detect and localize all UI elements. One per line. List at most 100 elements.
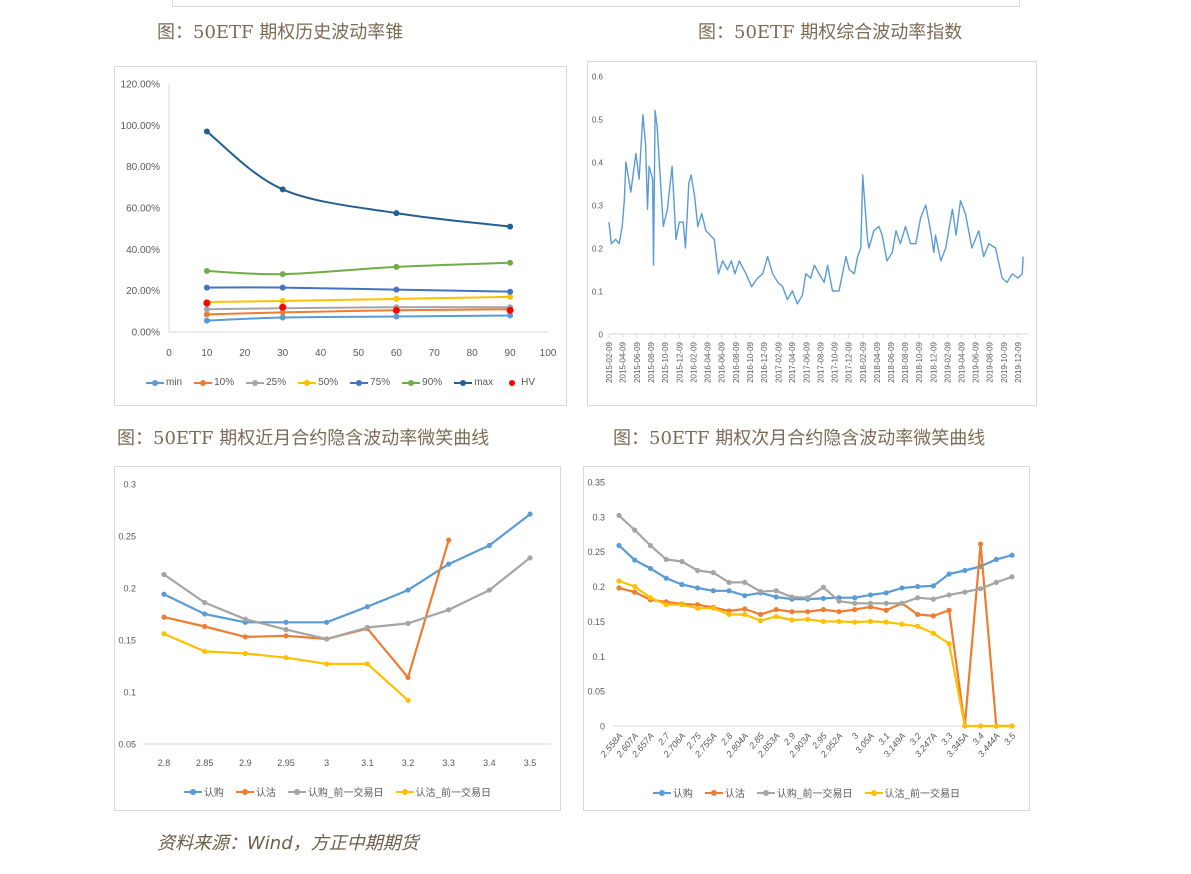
y-tick-label: 0.1 bbox=[592, 652, 605, 662]
y-tick-label: 100.00% bbox=[121, 121, 161, 132]
data-point-认购 bbox=[930, 583, 936, 589]
x-tick-label: 2019-08-09 bbox=[986, 341, 995, 382]
data-point-认沽 bbox=[616, 585, 622, 591]
legend-label: 认沽_前一交易日 bbox=[415, 788, 492, 799]
data-point-认沽_前一交易日 bbox=[852, 619, 858, 625]
data-point-认沽 bbox=[446, 537, 452, 543]
data-point-认购 bbox=[883, 590, 889, 596]
data-point-75% bbox=[279, 284, 286, 291]
series-line-认购 bbox=[163, 513, 531, 624]
data-point-认沽 bbox=[161, 614, 167, 620]
y-tick-label: 0.05 bbox=[587, 687, 605, 697]
x-tick-label: 2015-06-09 bbox=[633, 341, 642, 382]
legend-swatch bbox=[145, 379, 164, 386]
next-month-smile-legend: 认购 认沽 认购_前一交易日 认沽_前一交易日 bbox=[584, 785, 1029, 800]
data-point-认沽_前一交易日 bbox=[1009, 723, 1015, 729]
data-point-认沽 bbox=[405, 674, 411, 681]
x-tick-label: 90 bbox=[505, 348, 517, 359]
data-point-认沽_前一交易日 bbox=[773, 613, 779, 620]
data-point-75% bbox=[507, 288, 514, 295]
y-tick-label: 0.2 bbox=[592, 245, 604, 254]
data-point-认购_前一交易日 bbox=[405, 620, 411, 626]
x-tick-label: 0 bbox=[166, 348, 172, 359]
hv-cone-chart: 0.00% 20.00% 40.00% 60.00% 80.00% 100.00% 120.… bbox=[114, 66, 567, 406]
data-point-认购 bbox=[632, 557, 638, 563]
previous-figure-frame bbox=[172, 0, 1020, 7]
data-point-认购 bbox=[726, 588, 732, 594]
data-point-认购 bbox=[405, 587, 411, 593]
data-point-认购 bbox=[283, 619, 289, 625]
x-tick-label: 2017-08-09 bbox=[816, 341, 825, 382]
y-tick-label: 0.00% bbox=[132, 328, 160, 339]
y-tick-label: 0.5 bbox=[592, 116, 604, 125]
data-point-50% bbox=[279, 298, 286, 304]
data-point-认沽_前一交易日 bbox=[679, 602, 685, 608]
legend-label: 认沽 bbox=[724, 789, 745, 800]
data-point-认购_前一交易日 bbox=[820, 584, 826, 590]
data-point-认购 bbox=[202, 611, 208, 617]
data-point-认沽_前一交易日 bbox=[161, 631, 167, 637]
y-tick-label: 0.35 bbox=[587, 478, 605, 488]
x-tick-label: 2.85 bbox=[196, 758, 214, 768]
data-point-认购_前一交易日 bbox=[726, 579, 732, 585]
series-line-认沽_前一交易日 bbox=[163, 632, 409, 702]
series-line-认沽_前一交易日 bbox=[618, 579, 1012, 728]
data-point-认沽 bbox=[742, 606, 748, 612]
next-month-smile-plot: 00.050.10.150.20.250.30.352.558A2.607A2.… bbox=[587, 478, 1018, 760]
data-point-认沽_前一交易日 bbox=[946, 641, 952, 647]
series-line-max bbox=[206, 130, 511, 228]
legend-label: 10% bbox=[214, 377, 235, 388]
data-point-认购_前一交易日 bbox=[915, 595, 921, 601]
data-point-认购_前一交易日 bbox=[324, 636, 330, 642]
caption-near-month-smile: 图：50ETF 期权近月合约隐含波动率微笑曲线 bbox=[117, 428, 490, 449]
data-point-认沽_前一交易日 bbox=[742, 611, 748, 618]
data-point-max bbox=[203, 128, 210, 135]
data-point-认购 bbox=[962, 567, 968, 574]
y-tick-label: 0 bbox=[599, 331, 604, 340]
x-tick-label: 3.3 bbox=[442, 758, 455, 768]
data-point-认沽 bbox=[632, 589, 638, 595]
x-tick-label: 3 bbox=[324, 758, 329, 768]
data-point-认购 bbox=[647, 565, 654, 572]
legend-item: 认沽_前一交易日 bbox=[864, 785, 960, 800]
legend-label: 25% bbox=[266, 377, 287, 388]
x-tick-label: 2017-04-09 bbox=[788, 341, 797, 382]
x-tick-label: 2018-02-09 bbox=[859, 341, 868, 382]
data-point-认购_前一交易日 bbox=[805, 595, 811, 601]
data-point-认沽 bbox=[852, 606, 858, 613]
data-point-90% bbox=[393, 263, 400, 270]
data-point-认沽 bbox=[773, 606, 779, 613]
legend-swatch bbox=[395, 788, 414, 795]
legend-swatch bbox=[402, 379, 421, 386]
data-point-50% bbox=[393, 295, 400, 302]
data-point-认购_前一交易日 bbox=[283, 627, 289, 633]
y-tick-label: 0.3 bbox=[592, 202, 604, 211]
data-point-认沽 bbox=[915, 611, 921, 618]
data-point-HV bbox=[506, 306, 514, 314]
x-tick-label: 2018-10-09 bbox=[915, 341, 924, 382]
legend-label: 90% bbox=[422, 377, 443, 388]
data-point-认沽_前一交易日 bbox=[202, 648, 208, 655]
data-point-认沽_前一交易日 bbox=[993, 723, 999, 729]
x-tick-label: 2018-08-09 bbox=[901, 341, 910, 382]
next-month-smile-chart: 0 0.05 0.1 0.15 0.2 0.25 0.3 0.35 2.558A 2.607A 2.… bbox=[583, 466, 1030, 811]
legend-label: 认购_前一交易日 bbox=[307, 788, 384, 799]
legend-item: max bbox=[454, 377, 493, 388]
legend-label: 认购 bbox=[672, 789, 693, 800]
x-tick-label: 3.4 bbox=[483, 758, 496, 768]
y-tick-label: 0.3 bbox=[592, 512, 605, 522]
x-tick-label: 100 bbox=[540, 348, 557, 359]
data-point-认购 bbox=[663, 575, 669, 581]
legend-swatch bbox=[287, 788, 306, 795]
data-point-认购 bbox=[527, 511, 533, 517]
data-point-认沽_前一交易日 bbox=[930, 630, 936, 636]
legend-swatch bbox=[235, 788, 254, 795]
data-point-50% bbox=[507, 293, 514, 300]
data-point-认购 bbox=[324, 619, 330, 625]
data-point-认购_前一交易日 bbox=[486, 587, 492, 593]
x-tick-label: 2.95 bbox=[277, 758, 295, 768]
legend-swatch bbox=[350, 379, 369, 386]
legend-swatch bbox=[298, 379, 317, 386]
y-tick-label: 0.25 bbox=[587, 547, 605, 557]
